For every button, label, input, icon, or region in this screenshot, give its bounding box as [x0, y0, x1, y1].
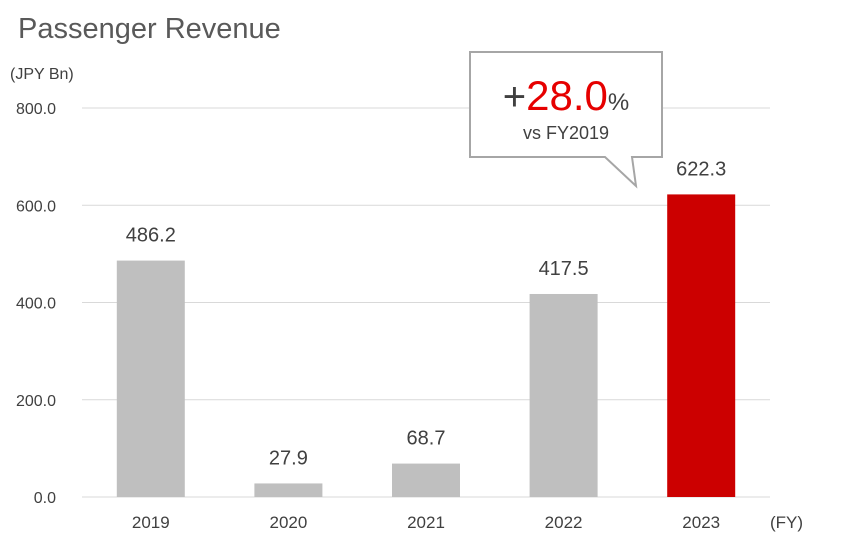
y-tick-label: 600.0: [16, 198, 56, 215]
x-tick-label: 2019: [132, 513, 170, 532]
callout-value: +28.0%: [503, 72, 629, 119]
callout-box: +28.0% vs FY2019: [469, 51, 663, 189]
x-tick-label: 2022: [545, 513, 583, 532]
bar-2021: [392, 463, 460, 497]
bar-2020: [254, 483, 323, 497]
callout-bubble: [469, 51, 663, 189]
gridlines: [82, 107, 770, 498]
data-label-2021: 68.7: [407, 428, 446, 450]
x-tick-label: 2021: [407, 513, 445, 532]
y-tick-label: 800.0: [16, 101, 56, 118]
x-tick-label: 2020: [269, 513, 307, 532]
data-label-2023: 622.3: [676, 158, 726, 180]
y-axis-unit-label: (JPY Bn): [10, 66, 74, 83]
callout-unit: %: [608, 89, 629, 116]
callout-percent: 28.0: [526, 72, 608, 119]
bar-2023: [667, 194, 736, 498]
y-tick-label: 0.0: [34, 490, 56, 507]
x-axis-ticks: 2019 2020 2021 2022 2023: [132, 513, 720, 532]
y-axis-ticks: 0.0 200.0 400.0 600.0 800.0: [16, 101, 56, 507]
data-label-2020: 27.9: [269, 447, 308, 469]
bars: [116, 194, 736, 498]
chart-title: Passenger Revenue: [18, 13, 281, 45]
y-tick-label: 200.0: [16, 393, 56, 410]
data-label-2019: 486.2: [126, 225, 176, 247]
callout-subtext: vs FY2019: [523, 123, 609, 143]
x-axis-unit-label: (FY): [770, 513, 803, 532]
bar-2019: [116, 260, 185, 497]
callout-sign: +: [503, 75, 526, 119]
data-labels: 486.2 27.9 68.7 417.5 622.3: [126, 158, 726, 469]
bar-2022: [529, 293, 598, 497]
data-label-2022: 417.5: [539, 258, 589, 280]
x-tick-label: 2023: [682, 513, 720, 532]
y-tick-label: 400.0: [16, 296, 56, 313]
